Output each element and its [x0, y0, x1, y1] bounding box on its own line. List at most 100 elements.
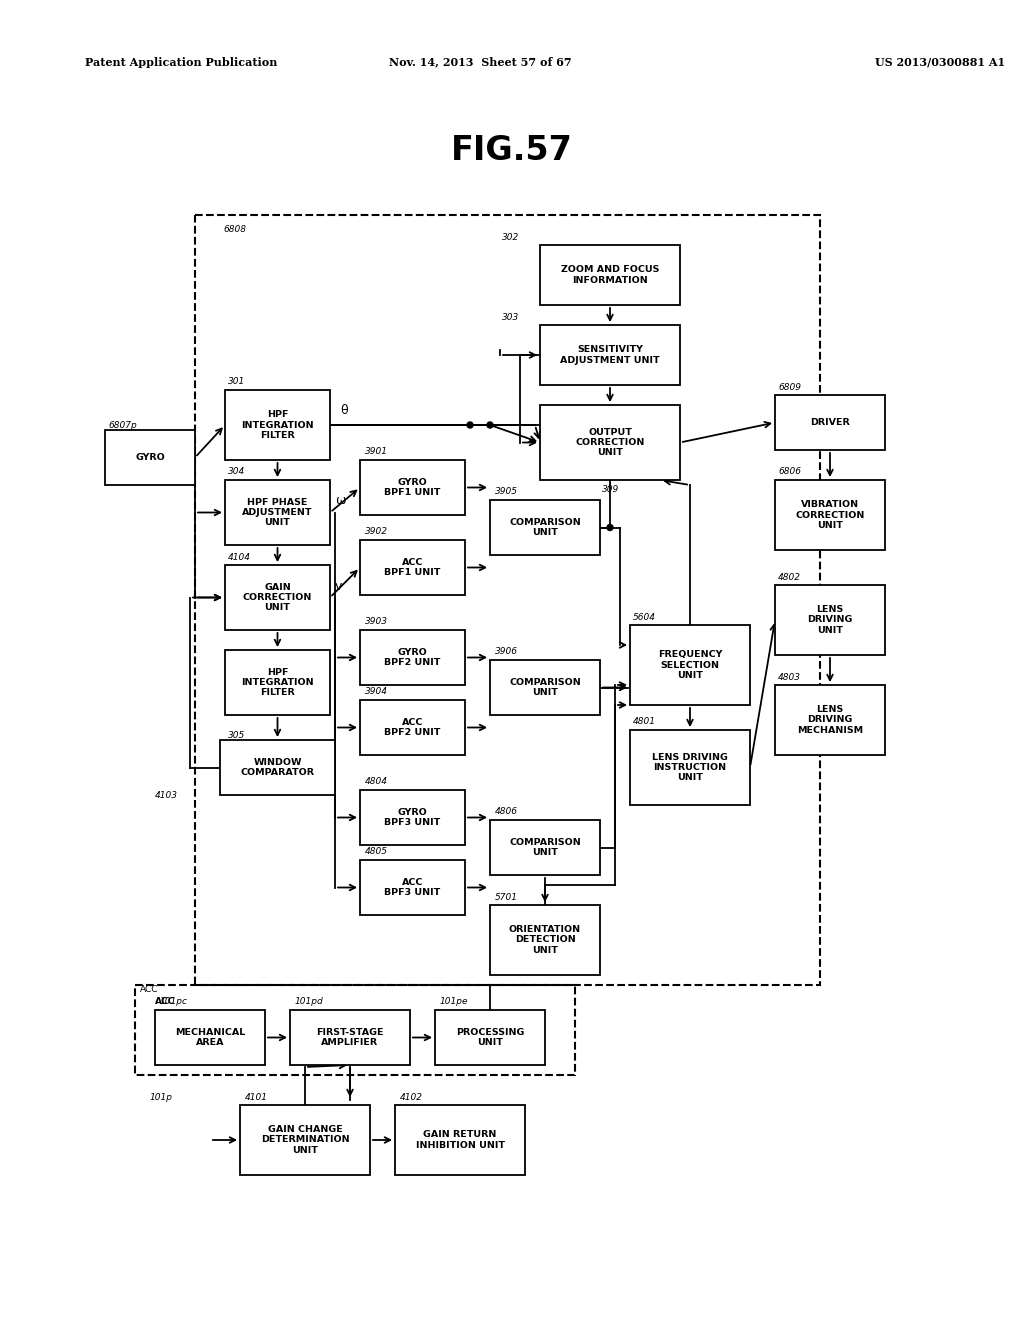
Bar [775, 685, 885, 755]
Text: 4101: 4101 [245, 1093, 268, 1101]
Bar [775, 395, 885, 450]
Bar [540, 405, 680, 480]
Bar [360, 540, 465, 595]
Text: OUTPUT
CORRECTION
UNIT: OUTPUT CORRECTION UNIT [575, 428, 645, 458]
Bar [630, 730, 750, 805]
Text: 3901: 3901 [365, 447, 388, 457]
Bar [540, 325, 680, 385]
Bar [135, 985, 575, 1074]
Text: 4802: 4802 [778, 573, 801, 582]
Bar [435, 1010, 545, 1065]
Bar [225, 480, 330, 545]
Text: LENS DRIVING
INSTRUCTION
UNIT: LENS DRIVING INSTRUCTION UNIT [652, 752, 728, 783]
Text: COMPARISON
UNIT: COMPARISON UNIT [509, 517, 581, 537]
Bar [225, 389, 330, 459]
Text: LENS
DRIVING
UNIT: LENS DRIVING UNIT [807, 605, 853, 635]
Text: 4102: 4102 [400, 1093, 423, 1101]
Bar [225, 649, 330, 715]
Bar [360, 789, 465, 845]
Text: GAIN
CORRECTION
UNIT: GAIN CORRECTION UNIT [243, 582, 312, 612]
Bar [490, 820, 600, 875]
Text: 3904: 3904 [365, 688, 388, 697]
Circle shape [607, 524, 613, 531]
Text: 4806: 4806 [495, 808, 518, 817]
Text: GYRO
BPF2 UNIT: GYRO BPF2 UNIT [384, 648, 440, 667]
Text: US 2013/0300881 A1: US 2013/0300881 A1 [874, 57, 1006, 67]
Bar [360, 861, 465, 915]
Text: 304: 304 [228, 467, 246, 477]
Text: ACC
BPF1 UNIT: ACC BPF1 UNIT [384, 558, 440, 577]
Bar [225, 565, 330, 630]
Text: 302: 302 [502, 232, 519, 242]
Text: 6807p: 6807p [108, 421, 137, 429]
Text: FIG.57: FIG.57 [451, 133, 573, 166]
Text: HPF PHASE
ADJUSTMENT
UNIT: HPF PHASE ADJUSTMENT UNIT [243, 498, 312, 528]
Text: ACC
BPF3 UNIT: ACC BPF3 UNIT [384, 878, 440, 898]
Text: 101pc: 101pc [160, 998, 188, 1006]
Text: 305: 305 [228, 730, 246, 739]
Text: LENS
DRIVING
MECHANISM: LENS DRIVING MECHANISM [797, 705, 863, 735]
Text: 101pd: 101pd [295, 998, 324, 1006]
Bar [195, 215, 820, 985]
Text: GYRO
BPF1 UNIT: GYRO BPF1 UNIT [384, 478, 440, 498]
Text: 301: 301 [228, 378, 246, 387]
Circle shape [487, 422, 493, 428]
Text: 5701: 5701 [495, 892, 518, 902]
Text: GYRO
BPF3 UNIT: GYRO BPF3 UNIT [384, 808, 440, 828]
Text: ZOOM AND FOCUS
INFORMATION: ZOOM AND FOCUS INFORMATION [561, 265, 659, 285]
Text: 4803: 4803 [778, 672, 801, 681]
Text: ORIENTATION
DETECTION
UNIT: ORIENTATION DETECTION UNIT [509, 925, 581, 954]
Text: WINDOW
COMPARATOR: WINDOW COMPARATOR [241, 758, 314, 777]
Text: 6809: 6809 [778, 383, 801, 392]
Text: ACC
BPF2 UNIT: ACC BPF2 UNIT [384, 718, 440, 737]
Text: VIBRATION
CORRECTION
UNIT: VIBRATION CORRECTION UNIT [796, 500, 864, 529]
Text: GYRO: GYRO [135, 453, 165, 462]
Text: ω: ω [335, 495, 345, 507]
Bar [360, 630, 465, 685]
Text: GAIN RETURN
INHIBITION UNIT: GAIN RETURN INHIBITION UNIT [416, 1130, 505, 1150]
Text: 3902: 3902 [365, 528, 388, 536]
Bar [360, 459, 465, 515]
Text: COMPARISON
UNIT: COMPARISON UNIT [509, 838, 581, 857]
Text: 3903: 3903 [365, 618, 388, 627]
Text: GAIN CHANGE
DETERMINATION
UNIT: GAIN CHANGE DETERMINATION UNIT [261, 1125, 349, 1155]
Text: 3906: 3906 [495, 648, 518, 656]
Text: 4801: 4801 [633, 718, 656, 726]
Bar [360, 700, 465, 755]
Text: Patent Application Publication: Patent Application Publication [85, 57, 278, 67]
Text: 6806: 6806 [778, 467, 801, 477]
Text: 4804: 4804 [365, 777, 388, 787]
Text: 6808: 6808 [223, 226, 246, 235]
Bar [490, 500, 600, 554]
Text: HPF
INTEGRATION
FILTER: HPF INTEGRATION FILTER [242, 668, 313, 697]
Text: DRIVER: DRIVER [810, 418, 850, 426]
Bar [775, 585, 885, 655]
Text: ACC: ACC [155, 998, 175, 1006]
Text: 101pe: 101pe [440, 998, 469, 1006]
Bar [220, 741, 335, 795]
Text: COMPARISON
UNIT: COMPARISON UNIT [509, 677, 581, 697]
Bar [105, 430, 195, 484]
Text: 4104: 4104 [228, 553, 251, 561]
Text: 4805: 4805 [365, 847, 388, 857]
Bar [775, 480, 885, 550]
Text: v: v [335, 579, 342, 593]
Text: MECHANICAL
AREA: MECHANICAL AREA [175, 1028, 245, 1047]
Text: SENSITIVITY
ADJUSTMENT UNIT: SENSITIVITY ADJUSTMENT UNIT [560, 346, 659, 364]
Bar [630, 624, 750, 705]
Bar [490, 906, 600, 975]
Text: Nov. 14, 2013  Sheet 57 of 67: Nov. 14, 2013 Sheet 57 of 67 [389, 57, 571, 67]
Text: FREQUENCY
SELECTION
UNIT: FREQUENCY SELECTION UNIT [657, 651, 722, 680]
Text: 101p: 101p [150, 1093, 173, 1101]
Text: 309: 309 [602, 486, 620, 495]
Text: ACC: ACC [140, 986, 159, 994]
Text: PROCESSING
UNIT: PROCESSING UNIT [456, 1028, 524, 1047]
Text: 3905: 3905 [495, 487, 518, 496]
Bar [540, 246, 680, 305]
Circle shape [467, 422, 473, 428]
Bar [290, 1010, 410, 1065]
Bar [240, 1105, 370, 1175]
Text: 5604: 5604 [633, 612, 656, 622]
Bar [155, 1010, 265, 1065]
Bar [490, 660, 600, 715]
